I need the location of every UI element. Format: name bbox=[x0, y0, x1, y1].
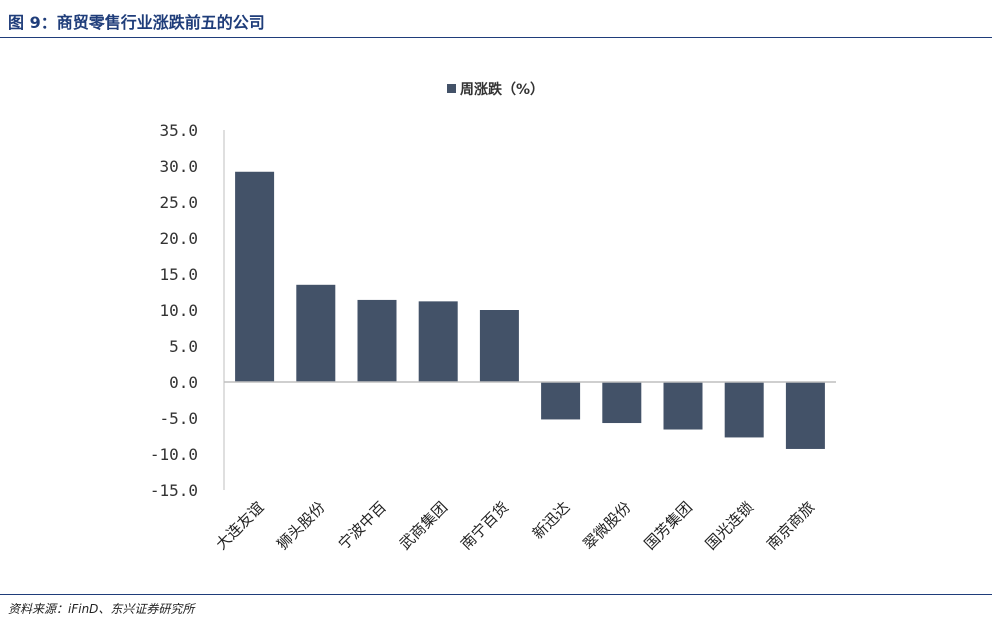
bar bbox=[541, 382, 581, 420]
y-tick-label: -15.0 bbox=[150, 481, 198, 500]
y-tick-label: 15.0 bbox=[159, 265, 198, 284]
y-tick-label: 5.0 bbox=[169, 337, 198, 356]
bar bbox=[724, 382, 764, 438]
y-tick-label: -5.0 bbox=[159, 409, 198, 428]
bars bbox=[235, 171, 825, 449]
figure-header: 图 9：商贸零售行业涨跌前五的公司 bbox=[0, 0, 998, 38]
bar bbox=[235, 171, 275, 382]
bar bbox=[357, 299, 397, 382]
source-note: 资料来源：iFinD、东兴证券研究所 bbox=[8, 602, 195, 616]
x-category-label: 宁波中百 bbox=[335, 498, 390, 553]
bar bbox=[602, 382, 642, 424]
x-category-label: 大连友谊 bbox=[212, 498, 267, 553]
x-category-label: 南京商旅 bbox=[763, 498, 818, 553]
top-divider bbox=[0, 37, 992, 38]
x-category-label: 武商集团 bbox=[396, 498, 451, 553]
figure-title: 图 9：商贸零售行业涨跌前五的公司 bbox=[8, 13, 265, 32]
bottom-divider bbox=[0, 594, 992, 595]
chart-area: 周涨跌（%） 35.0 30.0 25.0 20.0 15.0 10.0 5.0 0.0 -5.… bbox=[0, 40, 998, 590]
y-tick-label: 35.0 bbox=[159, 121, 198, 140]
bar bbox=[663, 382, 703, 430]
y-tick-label: 30.0 bbox=[159, 157, 198, 176]
x-category-label: 国光连锁 bbox=[702, 498, 757, 553]
y-tick-label: 0.0 bbox=[169, 373, 198, 392]
y-tick-label: -10.0 bbox=[150, 445, 198, 464]
x-category-label: 南宁百货 bbox=[457, 498, 512, 553]
legend-label: 周涨跌（%） bbox=[460, 82, 544, 98]
x-axis-category-labels: 大连友谊 狮头股份 宁波中百 武商集团 南宁百货 新迅达 翠微股份 国芳集团 国光连锁 南京商旅 bbox=[212, 498, 818, 553]
bar bbox=[296, 284, 336, 382]
y-axis-tick-labels: 35.0 30.0 25.0 20.0 15.0 10.0 5.0 0.0 -5.0 -10.0 -… bbox=[150, 121, 198, 500]
bar bbox=[479, 310, 519, 382]
bar-chart: 周涨跌（%） 35.0 30.0 25.0 20.0 15.0 10.0 5.0 0.0 -5.… bbox=[150, 82, 836, 553]
x-category-label: 国芳集团 bbox=[641, 498, 696, 553]
legend-swatch bbox=[447, 84, 456, 93]
legend: 周涨跌（%） bbox=[447, 82, 544, 98]
x-category-label: 翠微股份 bbox=[579, 498, 634, 553]
y-tick-label: 25.0 bbox=[159, 193, 198, 212]
bar bbox=[418, 301, 458, 382]
x-category-label: 狮头股份 bbox=[273, 498, 328, 553]
y-tick-label: 20.0 bbox=[159, 229, 198, 248]
x-category-label: 新迅达 bbox=[529, 498, 574, 543]
bar bbox=[785, 382, 825, 449]
y-tick-label: 10.0 bbox=[159, 301, 198, 320]
